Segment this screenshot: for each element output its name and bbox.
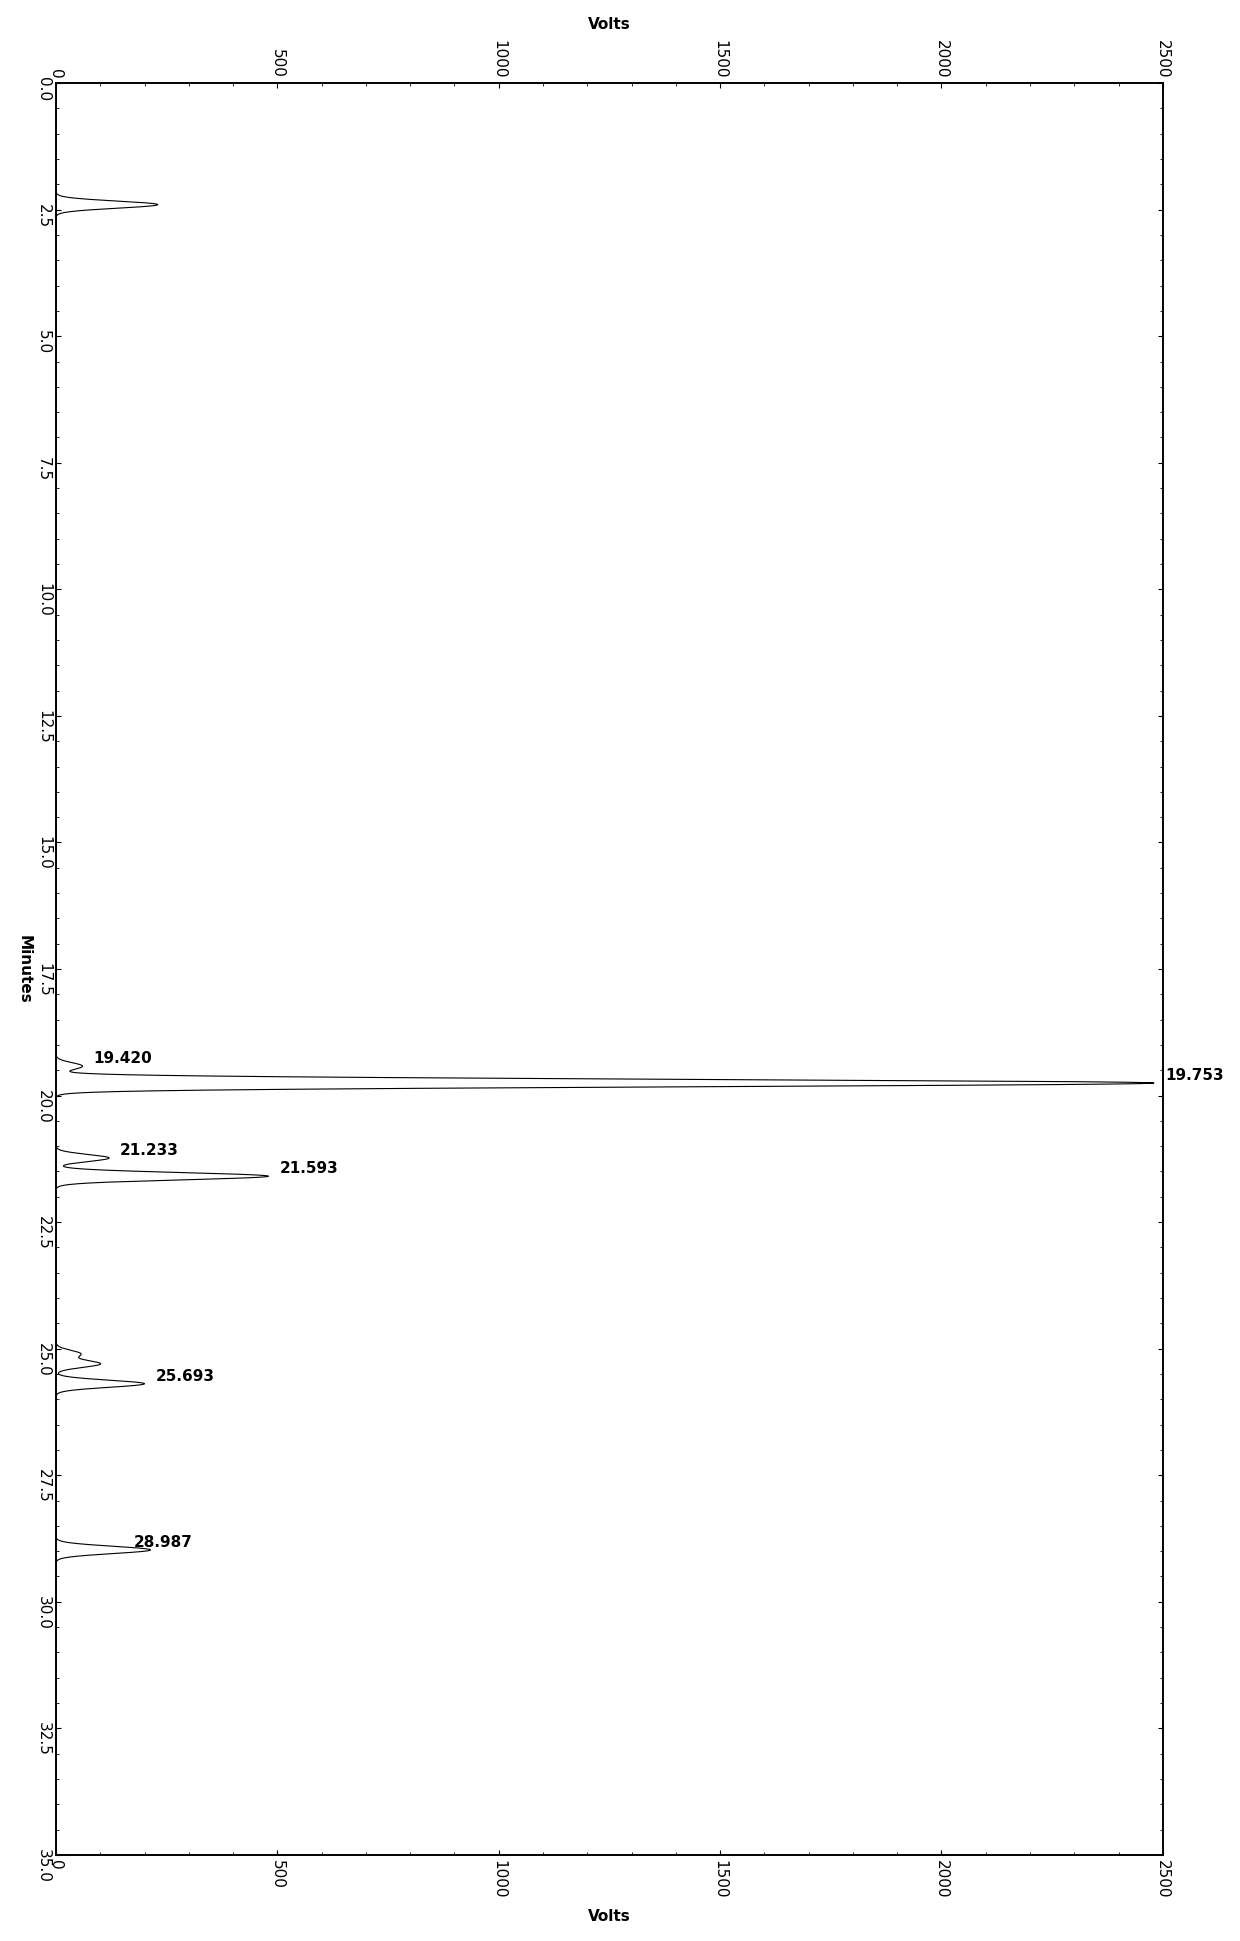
Y-axis label: Minutes: Minutes (16, 936, 32, 1003)
X-axis label: Volts: Volts (588, 17, 631, 31)
Text: 21.233: 21.233 (120, 1143, 179, 1159)
Text: 25.693: 25.693 (155, 1368, 215, 1384)
X-axis label: Volts: Volts (588, 1910, 631, 1924)
Text: 19.753: 19.753 (1166, 1068, 1224, 1083)
Text: 19.420: 19.420 (93, 1052, 153, 1066)
Text: 28.987: 28.987 (134, 1535, 192, 1551)
Text: 21.593: 21.593 (279, 1161, 339, 1176)
